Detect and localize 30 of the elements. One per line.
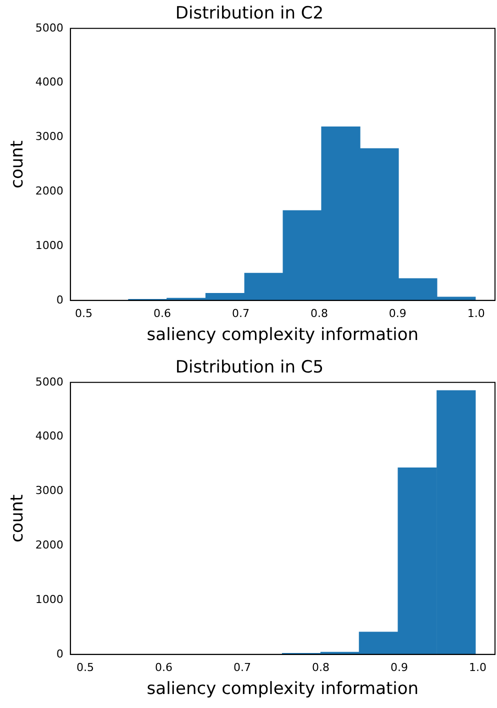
y-tick-label: 2000: [35, 184, 64, 198]
y-tick-label: 1000: [35, 592, 64, 606]
y-tick-label: 2000: [35, 538, 64, 552]
x-tick-label: 0.5: [74, 306, 92, 320]
y-tick-label: 3000: [35, 484, 64, 498]
x-axis-title: saliency complexity information: [146, 679, 419, 700]
x-tick-label: 0.5: [76, 660, 94, 674]
y-tick-label: 4000: [35, 430, 64, 443]
x-tick-label: 0.9: [390, 660, 408, 674]
y-tick-label: 5000: [35, 375, 64, 388]
x-tick-label: 0.8: [312, 660, 330, 674]
y-tick-label: 0: [56, 647, 64, 660]
chart-title: Distribution in C2: [175, 4, 324, 24]
x-tick-label: 0.6: [153, 306, 171, 320]
x-tick-label: 1.0: [467, 306, 485, 320]
y-tick-label: 1000: [35, 238, 64, 252]
x-axis-title: saliency complexity information: [146, 325, 419, 346]
x-tick-label: 0.7: [234, 660, 252, 674]
x-tick-label: 0.6: [155, 660, 173, 674]
y-axis-title: count: [8, 494, 28, 542]
chart-title: Distribution in C5: [175, 358, 324, 378]
x-tick-label: 0.9: [388, 306, 406, 320]
x-tick-label: 1.0: [468, 660, 486, 674]
y-axis-title: count: [8, 140, 28, 188]
y-tick-label: 3000: [35, 130, 64, 144]
y-tick-label: 0: [56, 293, 64, 306]
x-tick-label: 0.8: [310, 306, 328, 320]
x-tick-label: 0.7: [232, 306, 250, 320]
y-tick-label: 5000: [35, 21, 64, 34]
y-tick-label: 4000: [35, 76, 64, 89]
